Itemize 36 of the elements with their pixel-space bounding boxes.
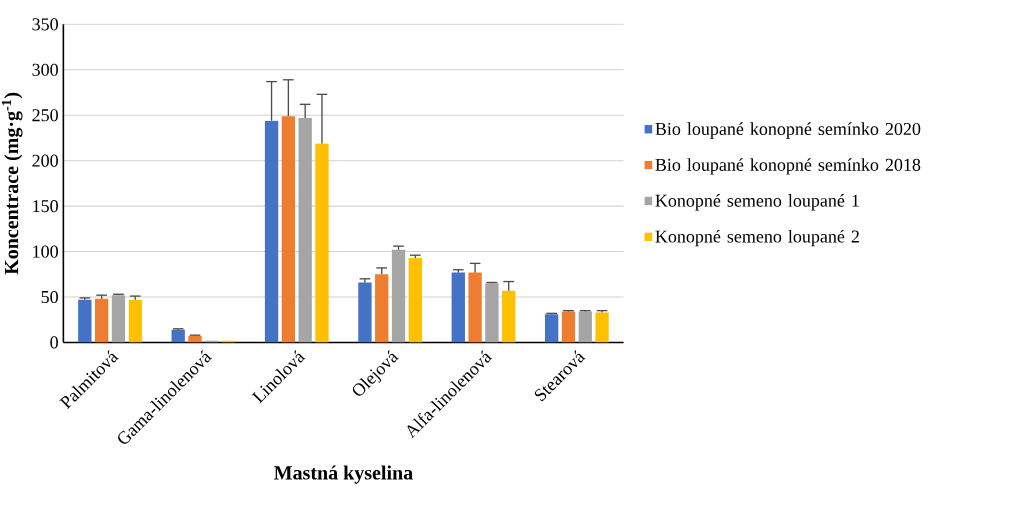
bar bbox=[451, 272, 465, 343]
bar bbox=[544, 314, 559, 343]
y-axis-title: Koncentrace (mg·g$^{-1}$) bbox=[1, 92, 23, 275]
bar bbox=[408, 257, 423, 343]
y-tick-label: 350 bbox=[32, 18, 58, 31]
bar bbox=[94, 298, 109, 343]
y-tick-label: 250 bbox=[32, 109, 58, 122]
legend-label: Bio loupané konopné semínko 2018 bbox=[655, 158, 921, 175]
bar bbox=[298, 117, 312, 343]
bar bbox=[578, 311, 592, 343]
bar bbox=[171, 329, 185, 343]
bar bbox=[468, 272, 482, 343]
bar bbox=[315, 143, 329, 343]
bar bbox=[111, 295, 126, 343]
bar bbox=[485, 283, 499, 343]
y-tick-label: 150 bbox=[33, 199, 58, 213]
bar bbox=[375, 274, 389, 343]
bar bbox=[561, 311, 576, 343]
bar bbox=[595, 312, 609, 343]
bar bbox=[281, 116, 296, 343]
bar bbox=[78, 299, 92, 343]
y-tick-label: 300 bbox=[32, 63, 58, 76]
bar bbox=[128, 299, 142, 343]
bar bbox=[264, 120, 279, 343]
y-tick-label: 100 bbox=[33, 245, 58, 258]
y-tick-label: 0 bbox=[50, 336, 58, 349]
bar bbox=[358, 282, 372, 343]
legend-label: Konopné semeno loupané 1 bbox=[655, 193, 859, 211]
x-axis-title: Mastná kyselina bbox=[274, 465, 413, 484]
legend-label: Konopné semeno loupané 2 bbox=[655, 229, 859, 247]
legend-label: Bio loupané konopné semínko 2020 bbox=[655, 122, 921, 139]
y-tick-label: 50 bbox=[41, 290, 58, 303]
bar bbox=[502, 290, 516, 343]
y-tick-label: 200 bbox=[32, 154, 58, 167]
bar bbox=[188, 336, 202, 343]
bar bbox=[391, 249, 406, 343]
